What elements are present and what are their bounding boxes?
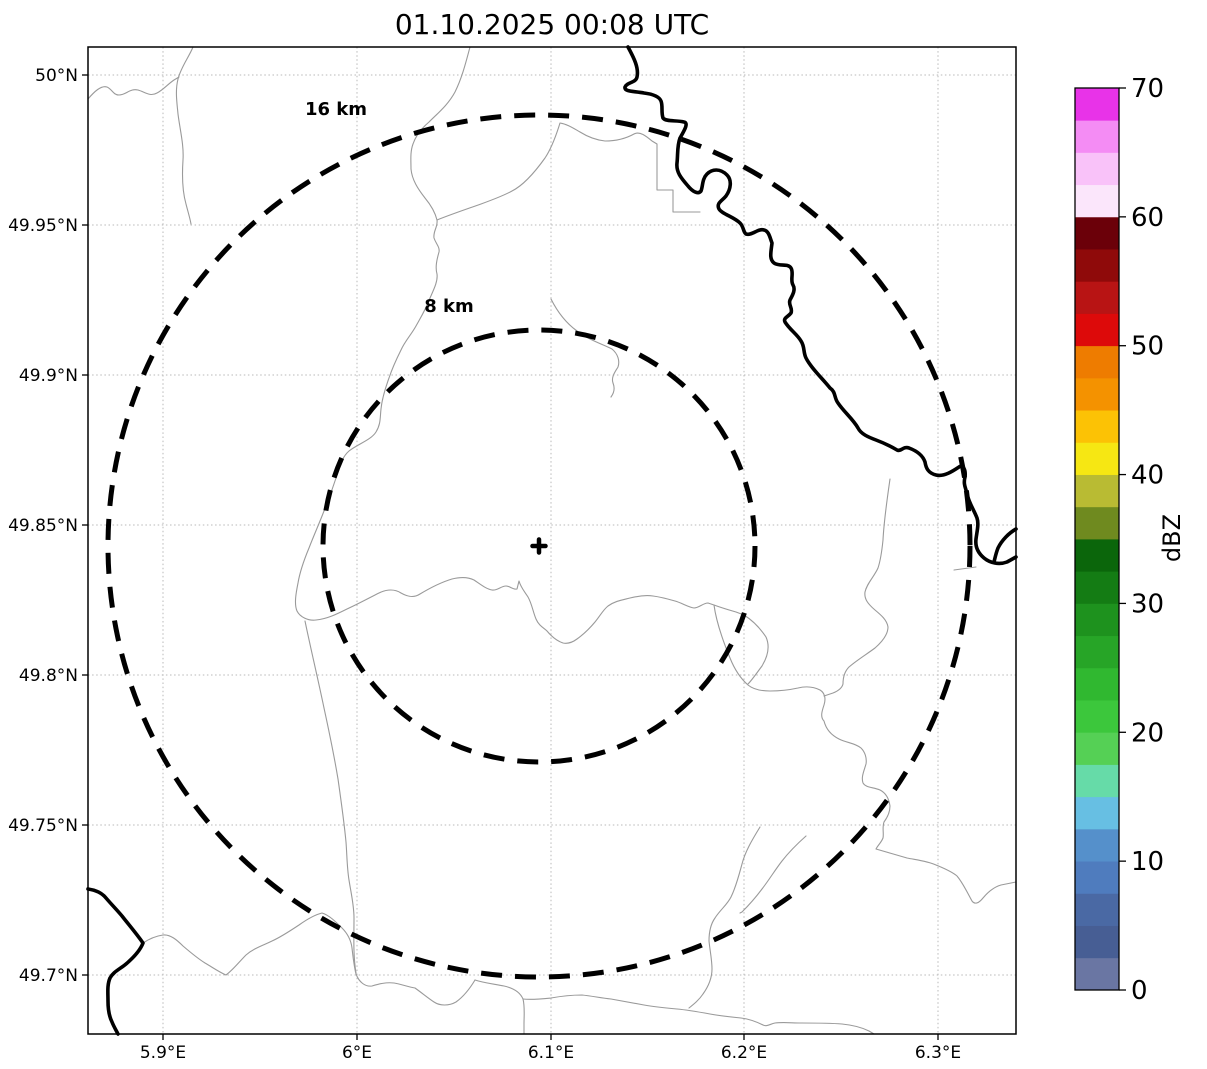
colorbar-segment: [1075, 925, 1119, 959]
border-line: [87, 76, 180, 100]
colorbar-segment: [1075, 409, 1119, 443]
x-tick-label: 6.2°E: [721, 1043, 767, 1063]
admin-border-lines: [87, 46, 1017, 1035]
border-line: [175, 46, 194, 225]
colorbar-tick-label: 40: [1131, 461, 1164, 491]
colorbar-segment: [1075, 635, 1119, 669]
colorbar-segment: [1075, 731, 1119, 765]
colorbar-segment: [1075, 87, 1119, 121]
y-axis-ticks: 50°N 49.95°N 49.9°N 49.85°N 49.8°N 49.75°N 49.…: [8, 66, 88, 986]
colorbar-segment: [1075, 538, 1119, 572]
border-line: [294, 46, 769, 685]
y-tick-label: 49.85°N: [8, 516, 78, 536]
ring-label-8km: 8 km: [424, 296, 474, 317]
border-line: [142, 912, 476, 1006]
river-line: [623, 45, 1018, 566]
plot-title: 01.10.2025 00:08 UTC: [395, 8, 709, 41]
border-line: [474, 979, 525, 1035]
colorbar-segment: [1075, 828, 1119, 862]
border-line: [522, 994, 875, 1035]
range-ring-8km: [320, 327, 758, 765]
colorbar-segment: [1075, 216, 1119, 250]
colorbar-segment: [1075, 313, 1119, 347]
colorbar-segment: [1075, 603, 1119, 637]
border-line: [823, 478, 891, 697]
y-tick-label: 50°N: [35, 66, 78, 86]
x-tick-label: 6°E: [342, 1043, 372, 1063]
colorbar-segment: [1075, 892, 1119, 926]
colorbar-unit-label: dBZ: [1158, 514, 1186, 562]
colorbar-segment: [1075, 570, 1119, 604]
colorbar-tick-label: 0: [1131, 976, 1148, 1006]
colorbar-segment: [1075, 248, 1119, 282]
colorbar-tick-label: 60: [1131, 203, 1164, 233]
y-tick-label: 49.75°N: [8, 816, 78, 836]
border-line: [436, 122, 701, 221]
graticule-grid: [88, 47, 1016, 1034]
colorbar-segment: [1075, 796, 1119, 830]
colorbar-segment: [1075, 860, 1119, 894]
colorbar: 0 10 20 30 40 50 60 70: [1075, 74, 1164, 1006]
border-line: [953, 566, 977, 571]
colorbar-tick-label: 70: [1131, 74, 1164, 104]
river-line-stub: [992, 527, 1018, 564]
colorbar-segment: [1075, 764, 1119, 798]
x-tick-label: 6.1°E: [528, 1043, 574, 1063]
border-line: [550, 298, 620, 398]
colorbar-segment: [1075, 957, 1119, 991]
colorbar-segment: [1075, 377, 1119, 411]
colorbar-tick-label: 50: [1131, 332, 1164, 362]
colorbar-segment: [1075, 280, 1119, 314]
colorbar-segment: [1075, 345, 1119, 379]
x-tick-label: 6.3°E: [915, 1043, 961, 1063]
border-line: [304, 620, 357, 974]
colorbar-segment: [1075, 699, 1119, 733]
colorbar-segment: [1075, 119, 1119, 153]
colorbar-segment: [1075, 506, 1119, 540]
y-tick-label: 49.95°N: [8, 216, 78, 236]
border-line: [688, 826, 761, 1009]
colorbar-segment: [1075, 152, 1119, 186]
colorbar-tick-label: 10: [1131, 847, 1164, 877]
border-line: [739, 835, 807, 914]
colorbar-tick-label: 20: [1131, 718, 1164, 748]
colorbar-tick-label: 30: [1131, 589, 1164, 619]
plot-area-frame: [87, 46, 1017, 1035]
border-line: [713, 604, 1017, 904]
range-ring-16km: [105, 112, 973, 980]
x-tick-label: 5.9°E: [140, 1043, 186, 1063]
y-tick-label: 49.9°N: [19, 366, 78, 386]
colorbar-segment: [1075, 184, 1119, 218]
radar-center-marker: [530, 537, 548, 555]
y-tick-label: 49.7°N: [19, 966, 78, 986]
x-axis-ticks: 5.9°E 6°E 6.1°E 6.2°E 6.3°E: [140, 1034, 961, 1063]
country-border-lines: [86, 45, 1018, 1036]
colorbar-segment: [1075, 474, 1119, 508]
colorbar-frame: [1074, 87, 1120, 991]
colorbar-segment: [1075, 441, 1119, 475]
colorbar-segment: [1075, 667, 1119, 701]
southwest-border-line: [86, 887, 145, 1036]
y-tick-label: 49.8°N: [19, 666, 78, 686]
ring-label-16km: 16 km: [305, 99, 367, 120]
